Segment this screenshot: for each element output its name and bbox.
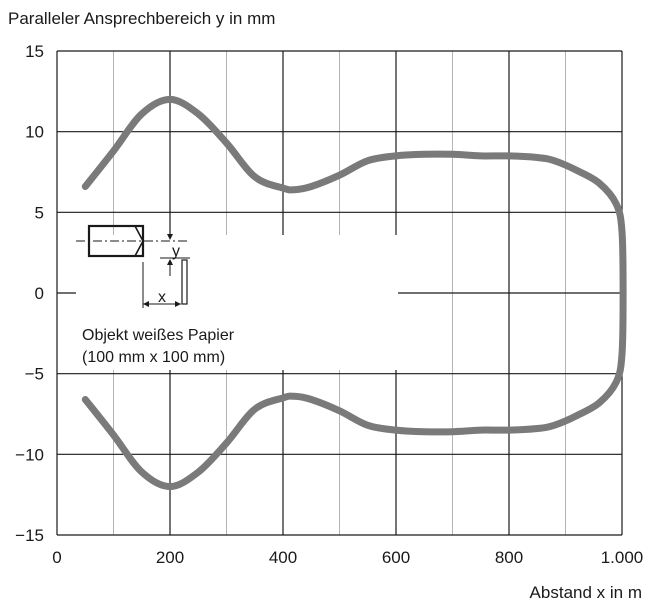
y-tick-label: −10	[15, 445, 44, 464]
inset-caption-line1: Objekt weißes Papier	[82, 327, 235, 344]
y-tick-label: 5	[35, 203, 44, 222]
object-paper	[181, 259, 188, 305]
sensor-lens	[134, 225, 144, 257]
y-arrow-up	[167, 259, 173, 265]
grid	[56, 50, 623, 536]
x-arrow-right	[175, 301, 181, 307]
y-axis-label: Paralleler Ansprechbereich y in mm	[8, 9, 275, 28]
x-arrow-left	[143, 301, 149, 307]
inset-x-label: x	[158, 289, 166, 306]
inset-y-label: y	[172, 243, 180, 260]
y-tick-label: −15	[15, 526, 44, 545]
y-tick-label: 10	[25, 123, 44, 142]
y-tick-label: 15	[25, 42, 44, 61]
x-tick-label: 1.000	[601, 548, 644, 567]
inset-caption-line2: (100 mm x 100 mm)	[82, 349, 225, 366]
x-tick-label: 400	[269, 548, 297, 567]
y-tick-label: 0	[35, 284, 44, 303]
y-arrow-down	[167, 234, 173, 240]
x-tick-label: 0	[52, 548, 61, 567]
tick-labels: 0 200 400 600 800 1.000 15 10 5 0 −5 −10 −15	[15, 42, 643, 567]
x-tick-label: 800	[495, 548, 523, 567]
x-tick-label: 600	[382, 548, 410, 567]
series-line	[81, 95, 627, 491]
x-axis-label: Abstand x in m	[530, 583, 642, 600]
x-tick-label: 200	[156, 548, 184, 567]
sensor-diagram: y x Objekt weißes Papier (100 mm x 100 m…	[76, 224, 398, 370]
inset-background	[76, 235, 398, 370]
y-tick-label: −5	[25, 365, 44, 384]
